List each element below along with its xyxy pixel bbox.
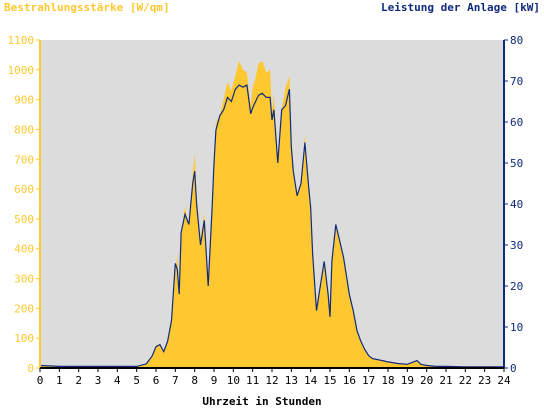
x-tick-label: 5 [133,374,140,387]
x-tick-label: 7 [172,374,179,387]
x-tick-label: 14 [304,374,318,387]
x-tick-label: 22 [459,374,472,387]
x-tick-label: 20 [420,374,433,387]
left-y-tick-label: 1000 [8,64,35,77]
left-y-tick-label: 800 [14,123,34,136]
x-tick-label: 19 [401,374,414,387]
left-y-tick-label: 100 [14,332,34,345]
left-y-tick-label: 700 [14,153,34,166]
x-tick-label: 3 [95,374,102,387]
x-tick-label: 15 [323,374,336,387]
right-y-tick-label: 50 [510,157,523,170]
x-tick-label: 0 [37,374,44,387]
x-tick-label: 17 [362,374,375,387]
x-tick-label: 13 [285,374,298,387]
x-axis-title: Uhrzeit in Stunden [202,395,321,408]
irradiance-area [40,60,504,369]
left-y-tick-label: 0 [27,362,34,375]
left-y-tick-label: 300 [14,273,34,286]
x-tick-label: 23 [478,374,491,387]
right-y-tick-label: 10 [510,321,523,334]
left-y-tick-label: 1100 [8,34,35,47]
right-y-tick-label: 0 [510,362,517,375]
x-tick-label: 6 [153,374,160,387]
axes-layer: 0100200300400500600700800900100011000102… [8,34,524,387]
left-y-tick-label: 500 [14,213,34,226]
left-y-tick-label: 200 [14,302,34,315]
x-tick-label: 12 [265,374,278,387]
left-axis-title: Bestrahlungsstärke [W/qm] [4,1,170,14]
right-y-tick-label: 20 [510,280,523,293]
power-line [39,84,504,368]
x-tick-label: 2 [75,374,82,387]
series-layer [39,60,504,369]
right-y-tick-label: 80 [510,34,523,47]
x-tick-label: 1 [56,374,63,387]
x-tick-label: 16 [343,374,356,387]
right-y-tick-label: 40 [510,198,523,211]
x-tick-label: 9 [211,374,218,387]
right-y-tick-label: 60 [510,116,523,129]
x-tick-label: 4 [114,374,121,387]
x-tick-label: 10 [227,374,240,387]
x-tick-label: 18 [381,374,394,387]
x-tick-label: 24 [497,374,511,387]
x-tick-label: 11 [246,374,259,387]
x-tick-label: 21 [439,374,452,387]
left-y-tick-label: 900 [14,94,34,107]
right-y-tick-label: 30 [510,239,523,252]
left-y-tick-label: 400 [14,243,34,256]
left-y-tick-label: 600 [14,183,34,196]
right-axis-title: Leistung der Anlage [kW] [381,1,540,14]
right-y-tick-label: 70 [510,75,523,88]
x-tick-label: 8 [191,374,198,387]
